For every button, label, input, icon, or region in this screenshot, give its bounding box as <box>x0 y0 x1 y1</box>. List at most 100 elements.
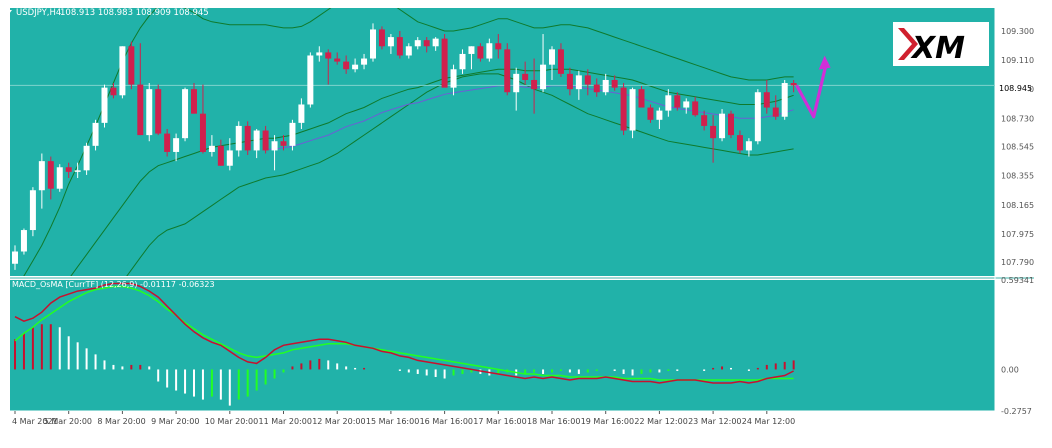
bearish-candle[interactable] <box>531 80 537 89</box>
bearish-candle[interactable] <box>325 52 331 58</box>
bullish-candle[interactable] <box>21 230 27 251</box>
bullish-candle[interactable] <box>102 88 108 123</box>
bullish-candle[interactable] <box>146 89 152 135</box>
time-tick-label: 19 Mar 16:00 <box>581 417 634 426</box>
bullish-candle[interactable] <box>451 69 457 87</box>
bullish-candle[interactable] <box>361 59 367 65</box>
xm-logo-text: XM <box>910 31 965 66</box>
bullish-candle[interactable] <box>388 37 394 46</box>
price-tick-label: 108.355 <box>1001 172 1034 181</box>
bearish-candle[interactable] <box>692 101 698 115</box>
bullish-candle[interactable] <box>227 150 233 165</box>
bearish-candle[interactable] <box>621 88 627 131</box>
bullish-candle[interactable] <box>406 46 412 55</box>
macd-title: MACD_OsMA [CurrTF] (12,26,9) -0.01117 -0… <box>12 280 215 289</box>
time-tick-label: 18 Mar 16:00 <box>527 417 580 426</box>
bearish-candle[interactable] <box>639 89 645 107</box>
bearish-candle[interactable] <box>424 40 430 46</box>
bearish-candle[interactable] <box>218 146 224 166</box>
bullish-candle[interactable] <box>719 114 725 139</box>
bullish-candle[interactable] <box>272 141 278 150</box>
bullish-candle[interactable] <box>289 123 295 146</box>
bearish-candle[interactable] <box>764 92 770 107</box>
bearish-candle[interactable] <box>504 49 510 92</box>
bearish-candle[interactable] <box>137 85 143 136</box>
bullish-candle[interactable] <box>460 54 466 69</box>
bullish-candle[interactable] <box>370 29 376 58</box>
bearish-candle[interactable] <box>110 88 116 96</box>
bullish-candle[interactable] <box>540 65 546 90</box>
bullish-candle[interactable] <box>75 170 81 172</box>
bearish-candle[interactable] <box>48 161 54 189</box>
bearish-candle[interactable] <box>442 39 448 88</box>
bearish-candle[interactable] <box>594 85 600 93</box>
time-tick-label: 23 Mar 12:00 <box>688 417 741 426</box>
time-tick-label: 24 Mar 12:00 <box>742 417 795 426</box>
price-tick-label: 109.300 <box>1001 27 1034 36</box>
bearish-candle[interactable] <box>558 49 564 74</box>
bullish-candle[interactable] <box>755 92 761 141</box>
bullish-candle[interactable] <box>84 146 90 171</box>
bearish-candle[interactable] <box>200 114 206 152</box>
bearish-candle[interactable] <box>155 89 161 133</box>
bullish-candle[interactable] <box>576 75 582 89</box>
bearish-candle[interactable] <box>728 114 734 135</box>
bearish-candle[interactable] <box>585 75 591 84</box>
bearish-candle[interactable] <box>191 89 197 114</box>
bullish-candle[interactable] <box>656 111 662 120</box>
bullish-candle[interactable] <box>209 146 215 152</box>
bullish-candle[interactable] <box>236 126 242 151</box>
bearish-candle[interactable] <box>343 62 349 70</box>
bullish-candle[interactable] <box>746 141 752 150</box>
bearish-candle[interactable] <box>612 80 618 88</box>
bearish-candle[interactable] <box>710 126 716 138</box>
xm-logo: XM <box>893 22 989 66</box>
bearish-candle[interactable] <box>674 95 680 107</box>
bullish-candle[interactable] <box>254 131 260 151</box>
bullish-candle[interactable] <box>93 123 99 146</box>
bullish-candle[interactable] <box>57 167 63 188</box>
time-tick-label: 17 Mar 16:00 <box>473 417 526 426</box>
bearish-candle[interactable] <box>245 126 251 151</box>
bearish-candle[interactable] <box>737 135 743 150</box>
bearish-candle[interactable] <box>647 108 653 120</box>
bullish-candle[interactable] <box>415 40 421 46</box>
bullish-candle[interactable] <box>30 190 36 230</box>
bearish-candle[interactable] <box>334 59 340 62</box>
bullish-candle[interactable] <box>782 83 788 117</box>
price-tick-label: 107.975 <box>1001 230 1034 239</box>
bullish-candle[interactable] <box>182 89 188 138</box>
bearish-candle[interactable] <box>128 46 134 84</box>
bearish-candle[interactable] <box>477 46 483 58</box>
bearish-candle[interactable] <box>379 29 385 46</box>
bullish-candle[interactable] <box>39 161 45 190</box>
bearish-candle[interactable] <box>495 43 501 49</box>
bullish-candle[interactable] <box>119 46 125 95</box>
bullish-candle[interactable] <box>352 65 358 70</box>
bullish-candle[interactable] <box>298 104 304 122</box>
bullish-candle[interactable] <box>630 89 636 130</box>
bearish-candle[interactable] <box>567 74 573 89</box>
bullish-candle[interactable] <box>316 52 322 55</box>
bearish-candle[interactable] <box>397 37 403 55</box>
bullish-candle[interactable] <box>665 95 671 110</box>
bullish-candle[interactable] <box>173 138 179 152</box>
bearish-candle[interactable] <box>66 167 72 172</box>
bullish-candle[interactable] <box>433 39 439 47</box>
bullish-candle[interactable] <box>468 46 474 54</box>
bearish-candle[interactable] <box>522 74 528 80</box>
bearish-candle[interactable] <box>701 115 707 126</box>
bearish-candle[interactable] <box>281 141 287 146</box>
bullish-candle[interactable] <box>603 80 609 92</box>
bullish-candle[interactable] <box>307 55 313 104</box>
bullish-candle[interactable] <box>549 49 555 64</box>
bearish-candle[interactable] <box>164 134 170 152</box>
bearish-candle[interactable] <box>791 83 797 85</box>
bullish-candle[interactable] <box>486 43 492 58</box>
bullish-candle[interactable] <box>12 251 18 263</box>
bullish-candle[interactable] <box>683 101 689 107</box>
bullish-candle[interactable] <box>513 74 519 92</box>
bearish-candle[interactable] <box>263 131 269 151</box>
price-tick-label: 109.110 <box>1001 56 1034 65</box>
bearish-candle[interactable] <box>773 108 779 117</box>
